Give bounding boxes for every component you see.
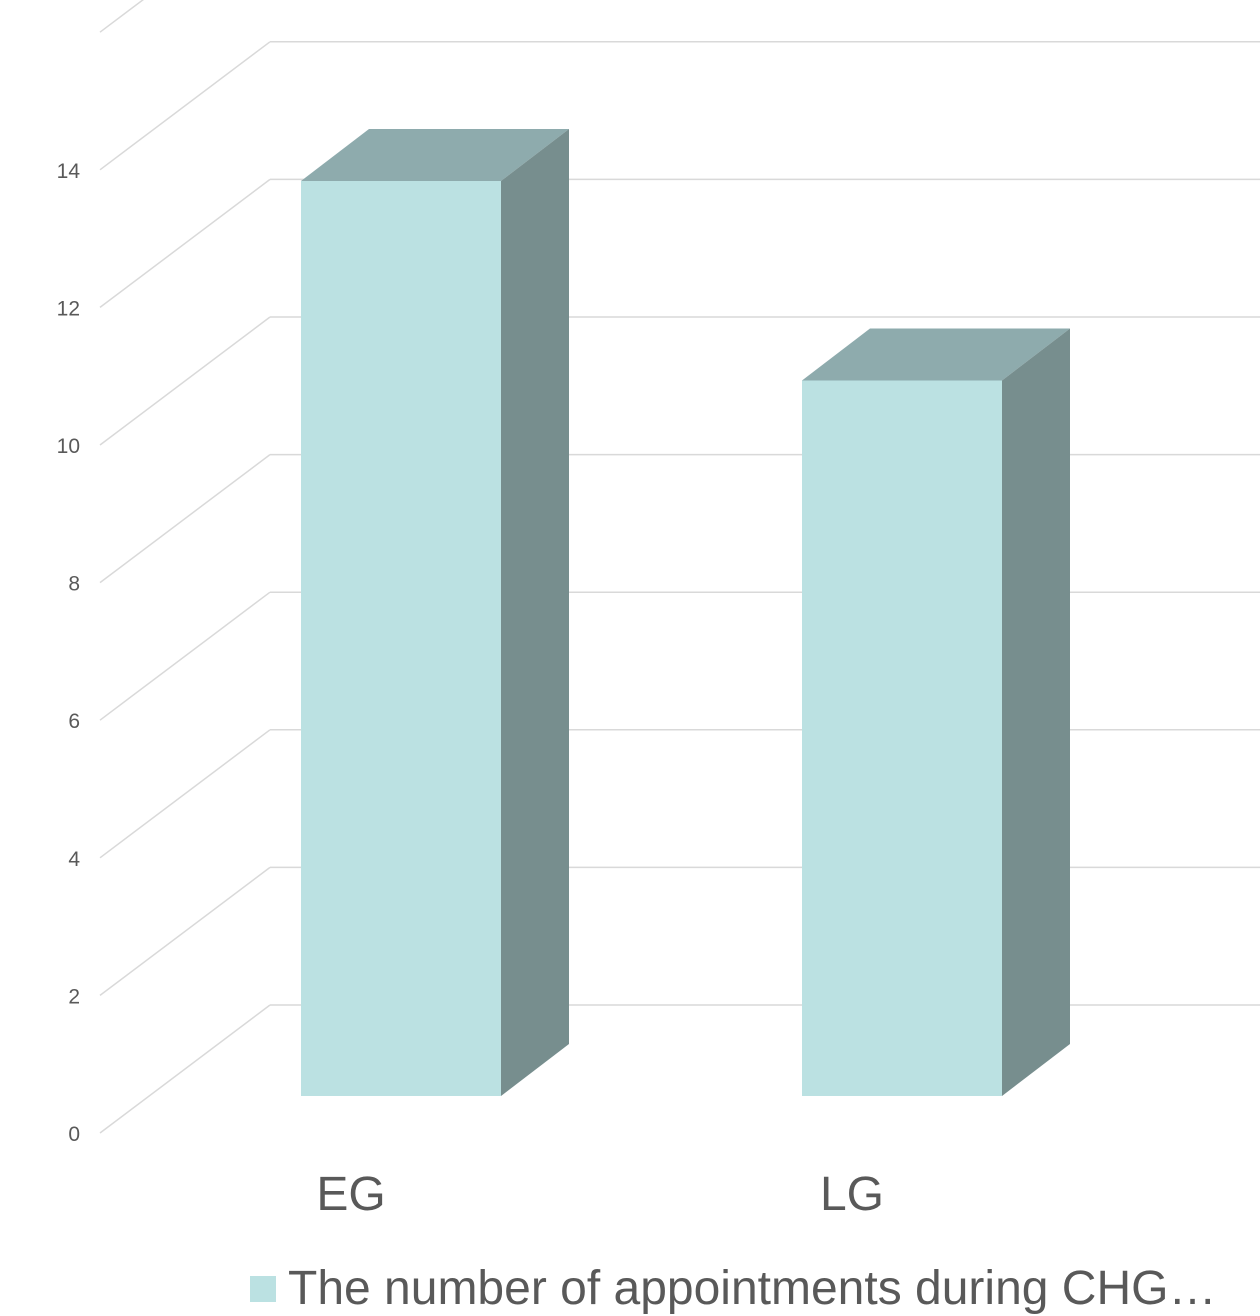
gridline-diagonal	[99, 0, 145, 33]
bars	[301, 128, 1070, 1097]
y-tick-label: 8	[68, 573, 80, 596]
gridline-diagonal	[99, 454, 271, 584]
bar-front-face	[301, 180, 501, 1096]
y-tick-label: 14	[57, 160, 81, 183]
bar-top-face	[802, 328, 1070, 381]
gridline-diagonal	[99, 41, 271, 171]
y-tick-label: 4	[68, 848, 80, 871]
bar-front-face	[802, 380, 1002, 1097]
y-tick-label: 0	[68, 1123, 80, 1146]
legend-label: The number of appointments during CHG…	[288, 1262, 1217, 1315]
legend: The number of appointments during CHG…	[250, 1262, 1216, 1316]
gridline-diagonal	[99, 178, 271, 308]
y-axis-ticks: 0 2 4 6 8 10 12 14	[57, 160, 81, 1146]
gridline-diagonal	[99, 1004, 271, 1134]
bar-side-face	[501, 128, 569, 1096]
bar-eg	[301, 128, 569, 1096]
gridline-diagonal	[99, 591, 271, 721]
gridline-diagonal	[99, 866, 271, 996]
y-tick-label: 6	[68, 710, 80, 733]
y-tick-label: 2	[68, 985, 80, 1008]
legend-swatch	[250, 1276, 276, 1302]
y-tick-label: 12	[57, 297, 80, 320]
x-category-label: LG	[820, 1168, 884, 1221]
x-category-label: EG	[316, 1168, 385, 1221]
gridline-diagonal	[99, 316, 271, 446]
gridline-diagonal	[99, 729, 271, 859]
bar-side-face	[1002, 328, 1070, 1097]
x-axis-categories: EG LG	[316, 1168, 884, 1221]
bar-lg	[802, 328, 1070, 1097]
y-tick-label: 10	[57, 435, 80, 458]
bar-top-face	[301, 128, 569, 181]
gridlines	[99, 0, 1260, 1134]
